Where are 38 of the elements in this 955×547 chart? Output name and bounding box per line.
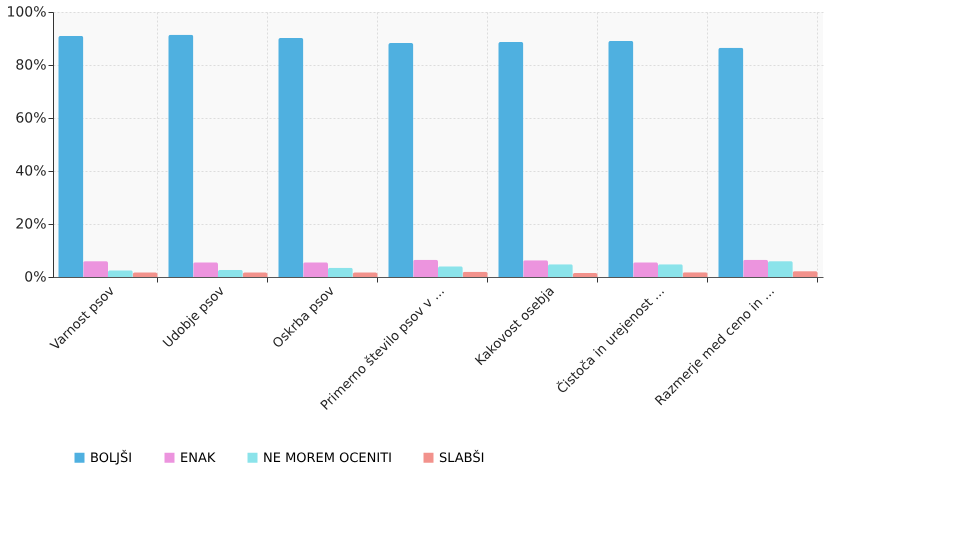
bar: [658, 264, 683, 277]
legend-label: BOLJŠI: [90, 448, 132, 466]
bar: [633, 262, 658, 277]
bar: [388, 43, 414, 277]
legend-label: ENAK: [180, 450, 216, 466]
bar: [743, 260, 768, 277]
bar: [328, 268, 353, 277]
bar: [168, 34, 194, 277]
bar: [498, 42, 524, 277]
bar: [58, 36, 84, 277]
y-tick-label: 60%: [15, 110, 46, 126]
bar: [608, 40, 634, 277]
y-tick-label: 0%: [24, 270, 46, 286]
legend-label: NE MOREM OCENITI: [263, 450, 392, 466]
bar: [792, 271, 818, 277]
bar: [718, 48, 744, 277]
bar: [523, 260, 548, 277]
bar: [83, 261, 108, 277]
bar: [548, 264, 573, 277]
bar: [278, 38, 304, 277]
y-tick-label: 40%: [15, 164, 46, 180]
bar: [768, 261, 793, 277]
bar: [132, 272, 158, 277]
bar: [572, 273, 598, 277]
y-tick-label: 80%: [15, 58, 46, 74]
bar: [108, 270, 133, 277]
bar: [438, 266, 463, 277]
bar: [193, 262, 218, 277]
bar: [682, 272, 708, 277]
legend-label: SLABŠI: [439, 448, 484, 466]
bar: [242, 272, 268, 277]
y-tick-label: 20%: [15, 216, 46, 232]
bar: [462, 272, 488, 277]
bar: [303, 262, 328, 277]
bar: [218, 270, 243, 277]
y-tick-label: 100%: [6, 4, 46, 20]
bar: [413, 260, 438, 277]
bar: [352, 272, 378, 277]
